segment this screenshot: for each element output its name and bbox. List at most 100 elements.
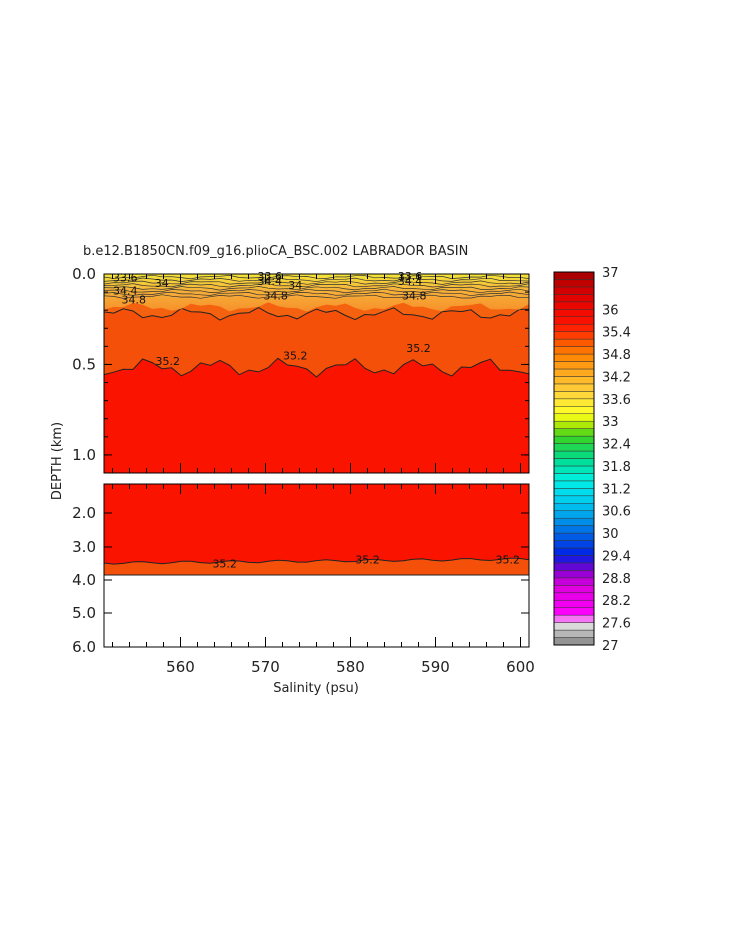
colorbar-bin	[553, 353, 595, 362]
colorbar-bin	[553, 480, 595, 489]
contour-label: 34	[155, 277, 169, 290]
contour-label: 35.2	[496, 554, 521, 567]
colorbar-bin	[553, 532, 595, 541]
colorbar-bin	[553, 338, 595, 347]
y-tick-label: 4.0	[72, 571, 96, 589]
colorbar-bin	[553, 585, 595, 594]
contour-label: 34.8	[263, 290, 288, 303]
colorbar-bin	[553, 413, 595, 422]
colorbar-label: 33.6	[602, 393, 631, 408]
colorbar-bin	[553, 331, 595, 340]
colorbar-bin	[553, 301, 595, 310]
colorbar: 37 36 35.4 34.8 34.2 33.6 33 32.4 31.8 31.2 30.6 30…	[553, 266, 631, 654]
colorbar-bin	[553, 458, 595, 467]
colorbar-bin	[553, 517, 595, 526]
contour-label: 34.8	[402, 290, 427, 303]
contour-label: 35.2	[355, 554, 380, 567]
colorbar-bin	[553, 361, 595, 370]
y-tick-label: 2.0	[72, 504, 96, 522]
colorbar-bin	[553, 294, 595, 303]
contour-surface-line	[103, 286, 530, 291]
colorbar-bin	[553, 428, 595, 437]
colorbar-bin	[553, 443, 595, 452]
contour-label: 35.2	[283, 349, 308, 362]
x-tick-label: 560	[166, 658, 195, 676]
x-tick-label: 590	[421, 658, 450, 676]
colorbar-bin	[553, 376, 595, 385]
x-axis-title: Salinity (psu)	[273, 681, 359, 696]
colorbar-label: 30	[602, 527, 619, 542]
lower-panel: 35.2 35.2 35.2 2.0 3.0 4.0 5.0 6.0	[72, 483, 530, 656]
colorbar-bin	[553, 629, 595, 638]
colorbar-bin	[553, 510, 595, 519]
colorbar-bin	[553, 406, 595, 414]
contour-label: 34	[288, 279, 302, 292]
contour-surface-line	[103, 283, 530, 288]
colorbar-bin	[553, 607, 595, 616]
colorbar-label: 34.2	[602, 370, 631, 385]
y-tick-label: 3.0	[72, 538, 96, 556]
y-tick-label: 1.0	[72, 446, 96, 464]
colorbar-bin	[553, 592, 595, 601]
contour-35-0	[103, 307, 530, 321]
y-axis-title: DEPTH (km)	[50, 422, 65, 500]
contour-label: 33.6	[258, 270, 283, 283]
colorbar-bin	[553, 473, 595, 482]
y-tick-label: 5.0	[72, 604, 96, 622]
colorbar-label: 28.8	[602, 572, 631, 587]
chart-title: b.e12.B1850CN.f09_g16.plioCA_BSC.002 LAB…	[83, 244, 468, 259]
colorbar-bin	[553, 398, 595, 407]
colorbar-bin	[553, 488, 595, 497]
colorbar-bin	[553, 316, 595, 325]
colorbar-bin	[553, 547, 595, 556]
contour-surface-line	[103, 277, 530, 283]
colorbar-label: 37	[602, 266, 619, 281]
upper-panel: 34.834.43433.634.83434.433.634.833.634.4…	[72, 265, 530, 474]
colorbar-bin	[553, 540, 595, 549]
colorbar-bin	[553, 562, 595, 571]
colorbar-bin	[553, 599, 595, 608]
colorbar-bin	[553, 383, 595, 392]
contour-35-2-upper	[103, 357, 530, 378]
contour-surface-line	[103, 291, 530, 297]
colorbar-bin	[553, 271, 595, 280]
colorbar-bin	[553, 495, 595, 504]
colorbar-bin	[553, 309, 595, 318]
y-tick-label: 6.0	[72, 638, 96, 656]
colorbar-label: 34.8	[602, 348, 631, 363]
y-tick-label: 0.0	[72, 265, 96, 283]
layer-bottom-water	[104, 558, 529, 576]
colorbar-bin	[553, 637, 595, 646]
colorbar-bin	[553, 435, 595, 444]
contour-35-2-lower	[103, 557, 530, 565]
colorbar-frame	[553, 271, 595, 646]
x-tick-label: 580	[336, 658, 365, 676]
colorbar-bin	[553, 286, 595, 295]
contour-label: 35.2	[156, 355, 181, 368]
colorbar-bin	[553, 577, 595, 586]
colorbar-label: 27	[602, 639, 619, 654]
colorbar-bin	[553, 391, 595, 400]
x-tick-label: 570	[251, 658, 280, 676]
colorbar-bin	[553, 346, 595, 355]
colorbar-label: 36	[602, 303, 619, 318]
contour-surface-line	[103, 294, 530, 299]
contour-label: 34.4	[398, 275, 423, 288]
colorbar-bin	[553, 503, 595, 511]
contour-label: 35.2	[406, 342, 431, 355]
colorbar-label: 31.8	[602, 460, 631, 475]
contour-label: 34.4	[258, 275, 283, 288]
colorbar-bin	[553, 323, 595, 332]
colorbar-label: 27.6	[602, 617, 631, 632]
contour-surface-line	[103, 288, 530, 294]
contour-label: 34.4	[113, 284, 138, 297]
colorbar-label: 28.2	[602, 594, 631, 609]
colorbar-label: 33	[602, 415, 619, 430]
contour-surface-line	[103, 280, 530, 285]
colorbar-bin	[553, 450, 595, 459]
colorbar-label: 31.2	[602, 482, 631, 497]
x-tick-label: 600	[506, 658, 535, 676]
colorbar-bin	[553, 368, 595, 377]
colorbar-bin	[553, 570, 595, 579]
